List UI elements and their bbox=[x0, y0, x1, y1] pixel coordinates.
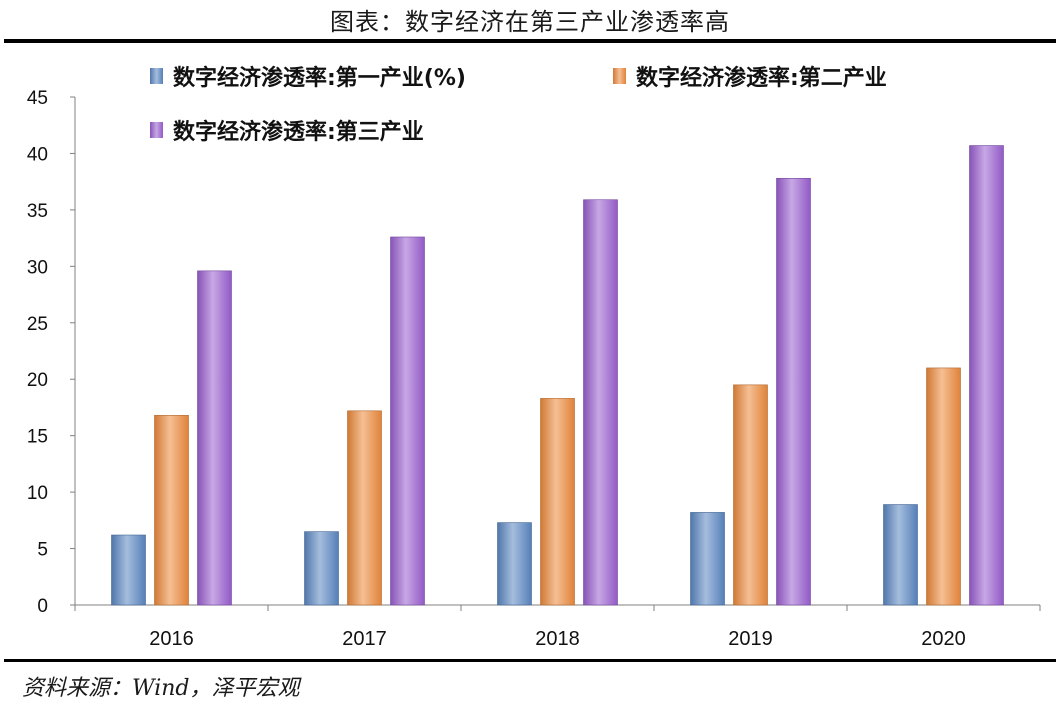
bar-2017-series-2 bbox=[347, 410, 382, 606]
bar-2018-series-2 bbox=[540, 398, 575, 606]
bar-2020-series-1 bbox=[883, 504, 918, 606]
legend-label-tertiary: 数字经济渗透率:第三产业 bbox=[173, 120, 424, 145]
top-rule bbox=[4, 39, 1056, 43]
x-tick-label: 2016 bbox=[149, 628, 194, 650]
x-tick-label: 2019 bbox=[728, 628, 773, 650]
y-tick-label: 5 bbox=[37, 540, 48, 561]
x-axis-ticks: 2016 2017 2018 2019 2020 bbox=[74, 605, 1041, 650]
x-tick-label: 2020 bbox=[921, 628, 966, 650]
legend-item-primary: 数字经济渗透率:第一产业(%) bbox=[150, 60, 466, 92]
chart-bars bbox=[111, 145, 1004, 606]
legend-item-secondary: 数字经济渗透率:第二产业 bbox=[613, 60, 887, 92]
y-tick-label: 10 bbox=[27, 483, 48, 504]
bar-2017-series-3 bbox=[390, 236, 425, 606]
legend-item-tertiary: 数字经济渗透率:第三产业 bbox=[150, 114, 424, 146]
legend-swatch-primary bbox=[150, 68, 163, 84]
bar-2017-series-1 bbox=[304, 531, 339, 606]
bottom-rule bbox=[4, 659, 1056, 662]
bar-2016-series-3 bbox=[197, 270, 232, 606]
bar-2016-series-2 bbox=[154, 415, 189, 606]
source-note: 资料来源：Wind，泽平宏观 bbox=[22, 676, 300, 701]
bar-2020-series-3 bbox=[969, 145, 1004, 606]
y-tick-label: 45 bbox=[27, 88, 48, 109]
x-tick-label: 2018 bbox=[535, 628, 580, 650]
y-tick-label: 25 bbox=[27, 314, 48, 335]
bar-2016-series-1 bbox=[111, 534, 146, 606]
legend-label-secondary: 数字经济渗透率:第二产业 bbox=[636, 66, 887, 91]
legend-label-primary: 数字经济渗透率:第一产业(%) bbox=[173, 66, 466, 91]
y-axis-ticks: 0 5 10 15 20 25 30 35 40 45 bbox=[27, 88, 75, 617]
y-tick-label: 35 bbox=[27, 201, 48, 222]
y-tick-label: 15 bbox=[27, 427, 48, 448]
figure-title: 图表：数字经济在第三产业渗透率高 bbox=[330, 8, 730, 36]
bar-2019-series-1 bbox=[690, 512, 725, 606]
bar-2019-series-2 bbox=[733, 384, 768, 606]
y-tick-label: 30 bbox=[27, 257, 48, 278]
bar-2020-series-2 bbox=[926, 367, 961, 606]
y-tick-label: 40 bbox=[27, 144, 48, 165]
bar-2018-series-1 bbox=[497, 522, 532, 606]
bar-2019-series-3 bbox=[776, 177, 811, 606]
y-tick-label: 0 bbox=[37, 596, 48, 617]
legend-swatch-tertiary bbox=[150, 122, 163, 138]
bar-2018-series-3 bbox=[583, 199, 618, 606]
legend-swatch-secondary bbox=[613, 68, 626, 84]
y-tick-label: 20 bbox=[27, 370, 48, 391]
x-tick-label: 2017 bbox=[342, 628, 387, 650]
